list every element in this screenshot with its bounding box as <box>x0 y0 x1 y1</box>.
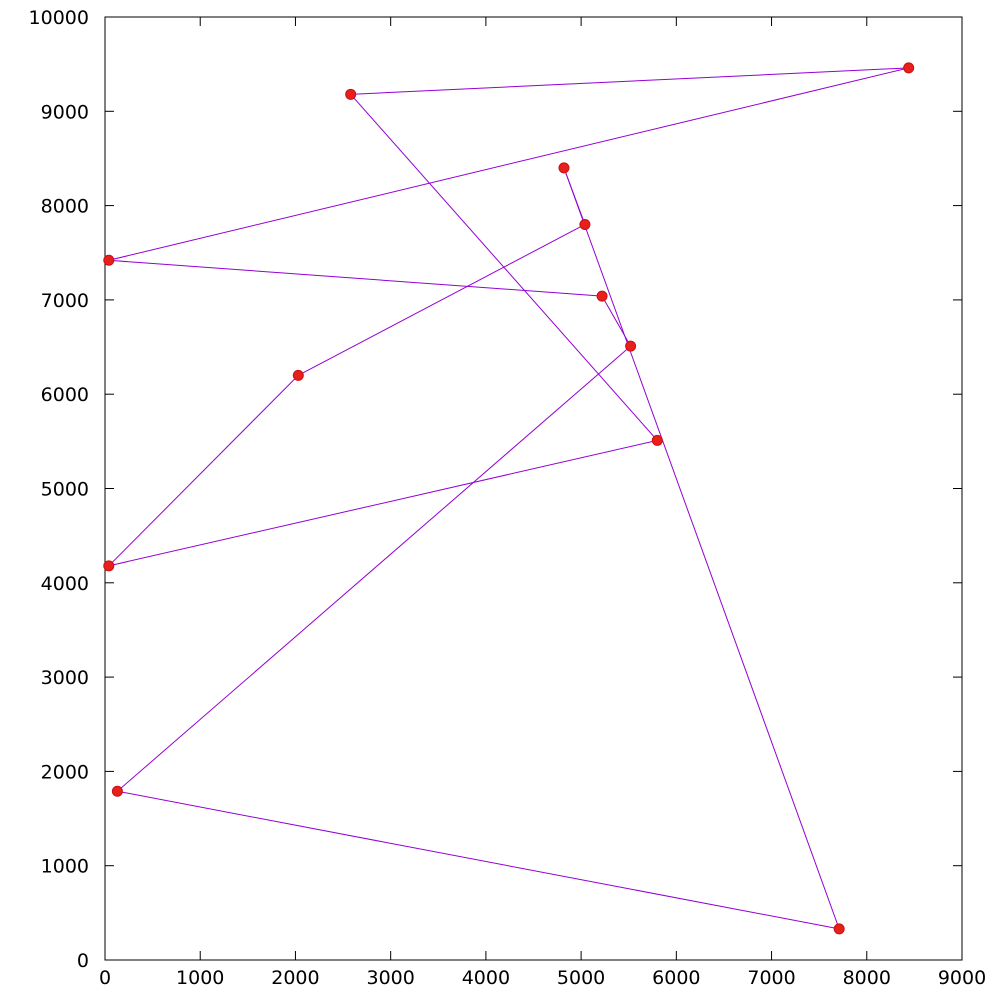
series-segment <box>563 167 840 930</box>
series-segment <box>298 224 586 376</box>
y-tick-label: 6000 <box>41 384 89 406</box>
data-point <box>903 62 915 74</box>
data-markers <box>103 62 915 935</box>
data-point <box>345 88 357 100</box>
y-tick-label: 1000 <box>41 856 89 878</box>
data-point <box>103 560 115 572</box>
data-point <box>833 923 845 935</box>
y-tick-label: 3000 <box>41 667 89 689</box>
data-point <box>111 785 123 797</box>
series-segment <box>350 67 909 95</box>
series-segment <box>601 295 632 347</box>
y-tick-label: 9000 <box>41 101 89 123</box>
x-tick-label: 9000 <box>938 967 986 989</box>
x-tick-label: 0 <box>99 967 111 989</box>
series-segment <box>108 439 658 567</box>
data-point <box>651 434 663 446</box>
data-point <box>103 254 115 266</box>
y-tick-label: 8000 <box>41 196 89 218</box>
y-tick-label: 0 <box>77 950 89 972</box>
series-segment <box>117 790 840 930</box>
y-tick-label: 2000 <box>41 761 89 783</box>
y-tick-label: 5000 <box>41 479 89 501</box>
data-point <box>596 290 608 302</box>
data-point <box>579 218 591 230</box>
x-tick-label: 2000 <box>271 967 319 989</box>
data-point <box>558 162 570 174</box>
series-segment <box>108 374 299 567</box>
y-tick-label: 7000 <box>41 290 89 312</box>
y-tick-label: 10000 <box>29 7 89 29</box>
x-tick-label: 7000 <box>747 967 795 989</box>
series-line <box>108 67 909 930</box>
x-tick-label: 3000 <box>366 967 414 989</box>
x-tick-label: 4000 <box>462 967 510 989</box>
x-tick-label: 1000 <box>176 967 224 989</box>
data-point <box>625 340 637 352</box>
y-axis: 0 1000 2000 3000 4000 5000 6000 7000 8000 9000 100… <box>29 7 962 972</box>
series-segment <box>350 93 658 441</box>
x-axis: 0 1000 2000 3000 4000 5000 6000 7000 8000 9000 <box>99 17 986 989</box>
series-segment <box>108 259 603 297</box>
series-segment <box>108 67 909 261</box>
series-segment <box>117 345 631 792</box>
x-tick-label: 5000 <box>557 967 605 989</box>
x-tick-label: 6000 <box>652 967 700 989</box>
data-point <box>292 369 304 381</box>
x-tick-label: 8000 <box>843 967 891 989</box>
y-tick-label: 4000 <box>41 573 89 595</box>
